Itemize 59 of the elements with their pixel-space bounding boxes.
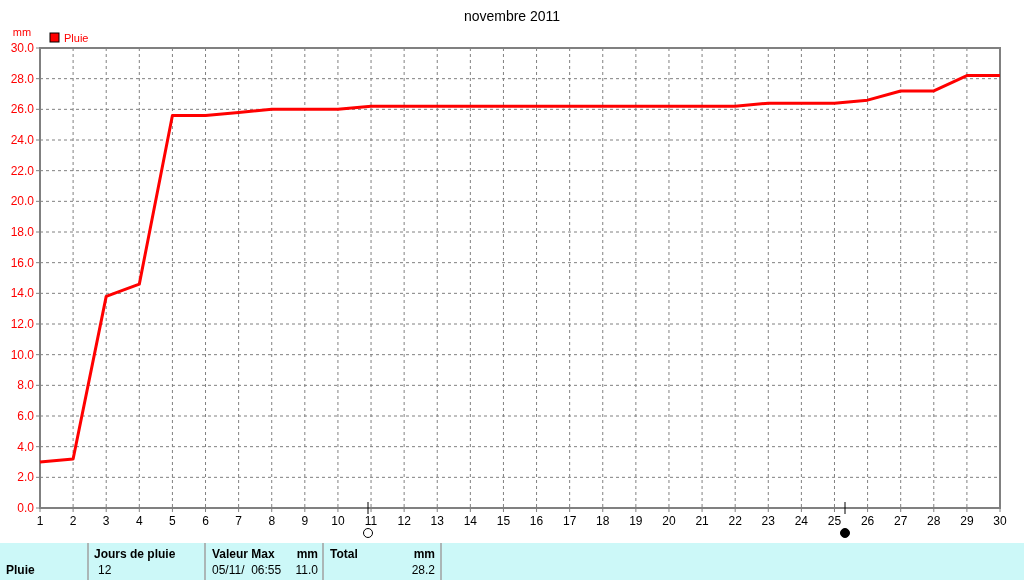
- x-tick-label: 29: [960, 514, 974, 528]
- text: 28.2: [411, 563, 436, 577]
- y-tick-label: 22.0: [10, 163, 35, 178]
- y-tick-label: 2.0: [17, 470, 35, 485]
- x-tick-label: 15: [496, 514, 511, 528]
- x-tick-label: 7: [235, 514, 243, 528]
- x-tick-label: 20: [662, 514, 676, 528]
- text: Total: [330, 547, 358, 561]
- x-tick-label: 17: [562, 514, 577, 528]
- x-tick-label: 8: [268, 514, 276, 528]
- text: Pluie: [6, 563, 35, 577]
- x-tick-label: 26: [860, 514, 875, 528]
- x-tick-label: 9: [301, 514, 309, 528]
- y-tick-label: 28.0: [10, 71, 35, 86]
- y-tick-label: 30.0: [10, 41, 35, 55]
- x-tick-label: 30: [993, 514, 1007, 528]
- chart-title: novembre 2011: [463, 8, 561, 24]
- x-tick-label: 21: [695, 514, 710, 528]
- text: Jours de pluie 12: [94, 547, 176, 577]
- text: mm: [413, 547, 435, 561]
- y-tick-label: 4.0: [17, 439, 35, 454]
- text: mm: [296, 547, 318, 561]
- y-tick-label: 6.0: [17, 409, 35, 423]
- x-tick-label: 16: [529, 514, 544, 528]
- x-tick-label: 28: [927, 514, 941, 528]
- y-tick-label: 24.0: [10, 133, 35, 147]
- text: Valeur Max: [212, 547, 276, 561]
- y-tick-label: 26.0: [10, 102, 35, 117]
- x-tick-label: 14: [463, 514, 478, 528]
- legend-label: Pluie: [64, 32, 89, 44]
- x-tick-label: 11: [364, 514, 378, 528]
- x-tick-label: 24: [794, 514, 809, 528]
- y-tick-label: 12.0: [10, 317, 35, 331]
- text: 11.0: [295, 563, 319, 577]
- x-tick-label: 5: [169, 514, 177, 528]
- x-tick-label: 4: [135, 514, 143, 528]
- x-tick-label: 22: [728, 514, 743, 528]
- x-tick-label: 6: [202, 514, 210, 528]
- x-tick-label: 25: [827, 514, 842, 528]
- x-tick-label: 3: [102, 514, 110, 528]
- y-axis-title: mm: [12, 26, 32, 38]
- y-tick-label: 16.0: [10, 255, 35, 270]
- x-tick-label: 27: [894, 514, 908, 528]
- y-tick-label: 0.0: [17, 501, 35, 515]
- y-tick-label: 20.0: [10, 194, 35, 209]
- x-tick-label: 23: [761, 514, 776, 528]
- y-tick-label: 18.0: [10, 225, 35, 239]
- x-tick-label: 18: [596, 514, 610, 528]
- text: 05/11/ 06:55: [212, 563, 282, 577]
- x-tick-label: 13: [430, 514, 445, 528]
- y-tick-label: 8.0: [17, 378, 35, 393]
- x-tick-label: 19: [629, 514, 643, 528]
- x-tick-label: 12: [397, 514, 412, 528]
- line-series: [38, 74, 1002, 464]
- x-tick-label: 1: [36, 514, 44, 528]
- x-tick-label: 10: [331, 514, 345, 528]
- y-tick-label: 14.0: [10, 286, 35, 301]
- x-tick-label: 2: [69, 514, 77, 528]
- y-tick-label: 10.0: [10, 347, 35, 362]
